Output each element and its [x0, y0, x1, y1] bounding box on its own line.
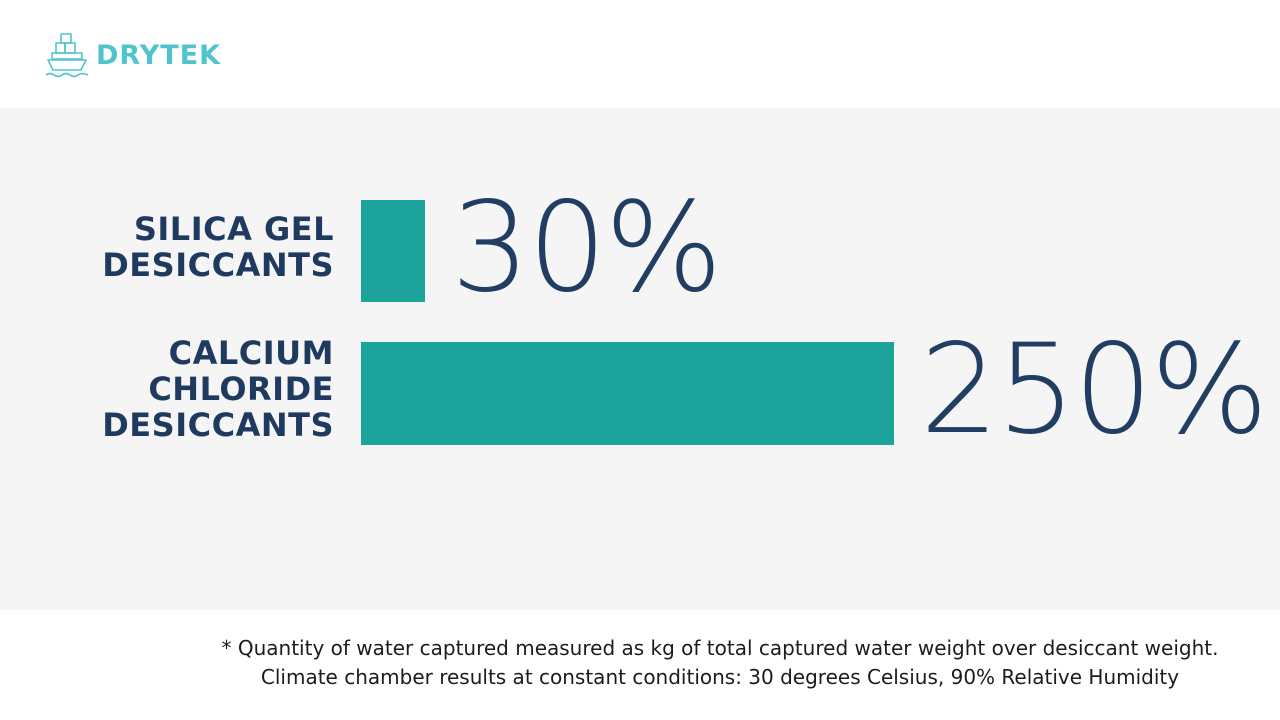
category-label-calcium-chloride: CALCIUM CHLORIDE DESICCANTS — [102, 334, 334, 444]
footnote-line-2: Climate chamber results at constant cond… — [260, 665, 1180, 689]
value-label-calcium-chloride: 250% — [920, 318, 1269, 462]
ship-icon — [45, 33, 89, 78]
bar-silica-gel — [361, 200, 425, 302]
brand-name: DRYTEK — [96, 39, 222, 71]
bar-calcium-chloride — [361, 342, 894, 445]
category-label-silica-gel: SILICA GEL DESICCANTS — [102, 210, 334, 284]
value-label-silica-gel: 30% — [450, 176, 723, 320]
chart-panel: SILICA GEL DESICCANTS 30% CALCIUM CHLORIDE… — [0, 108, 1280, 689]
footnote-line-1: * Quantity of water captured measured as… — [221, 636, 1219, 660]
brand-logo[interactable]: DRYTEK — [44, 30, 221, 80]
footnote: * Quantity of water captured measured as… — [120, 634, 1280, 692]
